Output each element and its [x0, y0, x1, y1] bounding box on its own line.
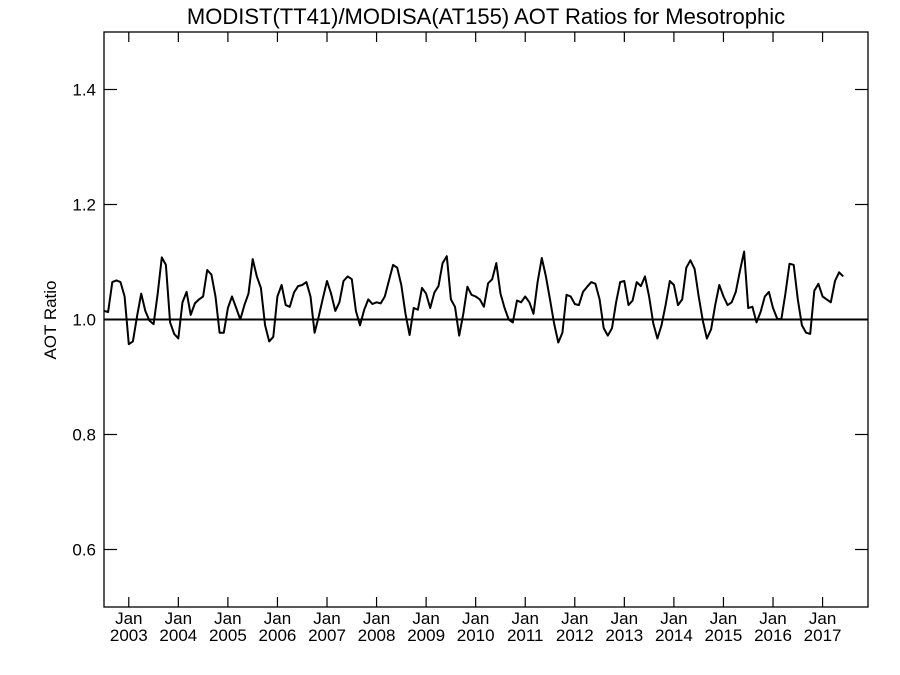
x-tick-label-year: 2004 — [159, 626, 197, 645]
x-tick-label-year: 2017 — [804, 626, 842, 645]
x-tick-label-month: Jan — [512, 609, 539, 628]
x-tick-label-month: Jan — [710, 609, 737, 628]
x-tick-label-month: Jan — [462, 609, 489, 628]
y-tick-label: 1.2 — [72, 196, 96, 215]
x-tick-label-month: Jan — [660, 609, 687, 628]
y-tick-label: 0.6 — [72, 541, 96, 560]
x-tick-label-month: Jan — [115, 609, 142, 628]
x-tick-label-month: Jan — [214, 609, 241, 628]
x-tick-label-year: 2003 — [110, 626, 148, 645]
aot-ratio-series-line — [103, 250, 844, 346]
x-tick-label-year: 2005 — [209, 626, 247, 645]
x-tick-label-year: 2010 — [457, 626, 495, 645]
y-tick-label: 0.8 — [72, 426, 96, 445]
x-tick-label-year: 2012 — [556, 626, 594, 645]
x-tick-label-year: 2009 — [407, 626, 445, 645]
y-axis-ticks: 0.6 0.8 1.0 1.2 1.4 — [72, 81, 868, 560]
x-tick-label-month: Jan — [363, 609, 390, 628]
x-tick-label-year: 2014 — [655, 626, 693, 645]
x-tick-label-month: Jan — [759, 609, 786, 628]
y-tick-label: 1.0 — [72, 311, 96, 330]
x-tick-label-year: 2011 — [507, 626, 544, 645]
x-tick-label-month: Jan — [165, 609, 192, 628]
x-tick-label-year: 2006 — [259, 626, 297, 645]
x-tick-label-month: Jan — [412, 609, 439, 628]
x-axis-ticks: Jan2003Jan2004Jan2005Jan2006Jan2007Jan20… — [110, 32, 842, 645]
x-tick-label-year: 2007 — [308, 626, 346, 645]
y-tick-label: 1.4 — [72, 81, 96, 100]
x-tick-label-year: 2013 — [605, 626, 643, 645]
x-tick-label-month: Jan — [264, 609, 291, 628]
chart-title: MODIST(TT41)/MODISA(AT155) AOT Ratios fo… — [187, 4, 785, 29]
x-tick-label-month: Jan — [809, 609, 836, 628]
x-tick-label-year: 2016 — [754, 626, 792, 645]
x-tick-label-year: 2008 — [358, 626, 396, 645]
x-tick-label-month: Jan — [561, 609, 588, 628]
x-tick-label-month: Jan — [611, 609, 638, 628]
y-axis-label: AOT Ratio — [41, 280, 60, 359]
x-tick-label-year: 2015 — [705, 626, 743, 645]
x-tick-label-month: Jan — [313, 609, 340, 628]
